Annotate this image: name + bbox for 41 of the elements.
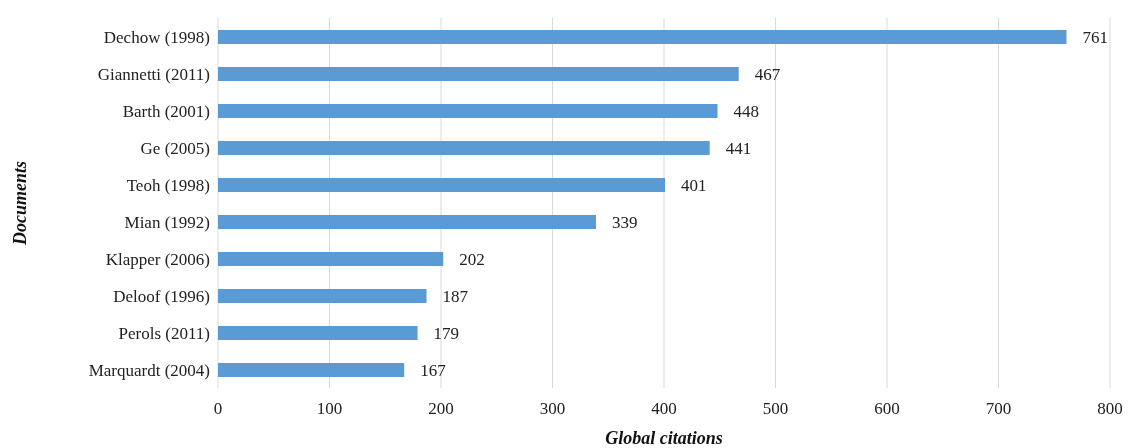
y-tick-label: Mian (1992) [124,212,210,232]
x-tick-label: 400 [651,399,677,419]
x-tick-label: 200 [428,399,454,419]
bar [218,178,666,192]
data-label: 441 [725,139,752,159]
bar [218,104,718,118]
y-tick-label: Marquardt (2004) [88,360,210,380]
y-tick-label: Giannetti (2011) [97,64,210,84]
y-tick-label: Barth (2001) [122,101,210,121]
data-label: 448 [733,102,760,122]
x-tick-label: 100 [316,399,343,419]
data-label: 167 [420,361,447,381]
bar [218,289,427,303]
bar [218,141,710,155]
data-label: 401 [681,176,707,196]
bar [218,252,444,266]
y-tick-label: Perols (2011) [118,323,210,343]
data-label: 467 [754,65,781,85]
y-tick-label: Deloof (1996) [113,286,210,306]
y-tick-label: Dechow (1998) [103,27,210,47]
x-tick-label: 800 [1097,399,1123,419]
bar [218,215,596,229]
x-tick-label: 300 [539,399,566,419]
bar [218,363,405,377]
x-tick-label: 0 [213,399,223,419]
y-axis-title: Documents [10,160,31,247]
y-tick-label: Klapper (2006) [105,249,210,269]
y-tick-label: Teoh (1998) [126,175,210,195]
bar [218,67,739,81]
data-label: 339 [611,213,638,233]
x-tick-label: 600 [874,399,900,419]
y-tick-label: Ge (2005) [140,138,210,158]
x-axis-title: Global citations [605,428,723,448]
data-label: 179 [433,324,460,344]
data-label: 202 [459,250,485,270]
x-tick-label: 500 [762,399,789,419]
data-label: 187 [442,287,469,307]
x-tick-label: 700 [985,399,1012,419]
data-label: 761 [1082,28,1109,48]
bar [218,30,1067,44]
bar [218,326,418,340]
